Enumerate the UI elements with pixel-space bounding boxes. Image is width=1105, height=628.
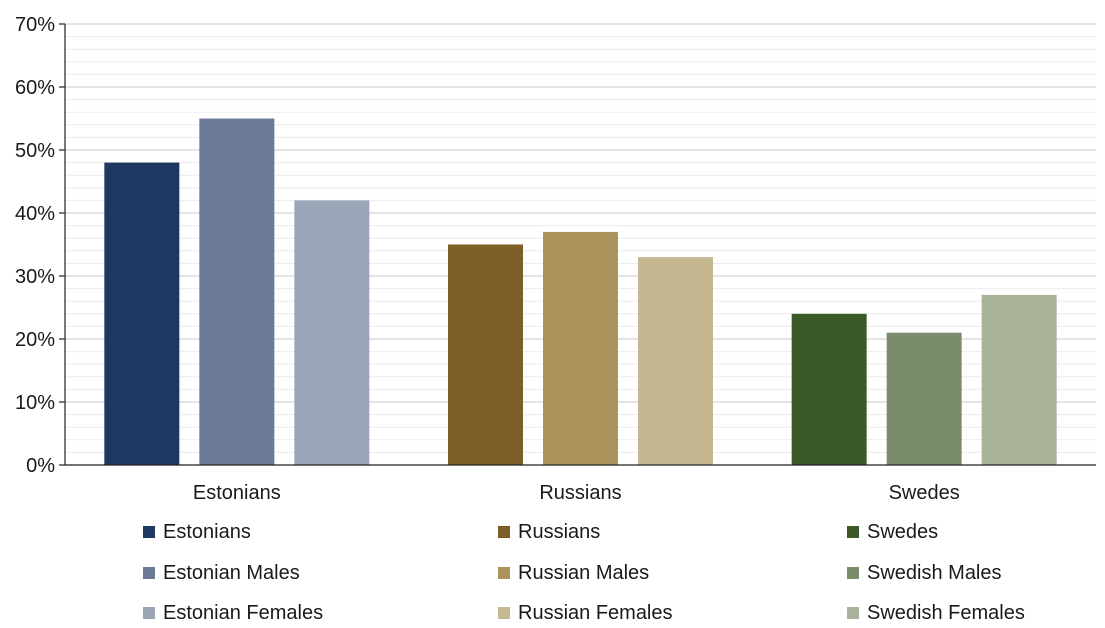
legend: Estonians Estonian Males Estonian Females R… — [143, 521, 1025, 624]
bar: Russian Males: 37% — [543, 231, 618, 465]
x-tick-label: Russians — [539, 482, 621, 504]
legend-swatch — [847, 607, 859, 619]
y-tick-label: 60% — [15, 77, 55, 99]
bar: Russian Females: 33% — [638, 257, 713, 465]
bar: Estonian Males: 55% — [199, 118, 275, 465]
legend-item: Russians — [498, 521, 600, 543]
legend-swatch — [143, 567, 155, 579]
legend-label: Russian Males — [518, 562, 649, 584]
legend-swatch — [847, 526, 859, 538]
legend-swatch — [847, 567, 859, 579]
legend-swatch — [498, 526, 510, 538]
legend-item: Estonian Females — [143, 602, 323, 624]
bar: Russians: 35% — [448, 244, 523, 465]
legend-label: Swedes — [867, 521, 938, 543]
legend-item: Russian Females — [498, 602, 673, 624]
legend-label: Estonian Females — [163, 602, 323, 624]
legend-swatch — [498, 567, 510, 579]
legend-label: Estonian Males — [163, 562, 300, 584]
x-tick-label: Swedes — [889, 482, 960, 504]
y-tick-label: 70% — [15, 14, 55, 36]
y-tick-label: 0% — [26, 455, 55, 477]
axes — [59, 23, 1096, 466]
legend-label: Estonians — [163, 521, 251, 543]
legend-item: Russian Males — [498, 562, 649, 584]
y-tick-label: 30% — [15, 266, 55, 288]
y-tick-label: 50% — [15, 140, 55, 162]
x-tick-label: Estonians — [193, 482, 281, 504]
legend-item: Swedish Females — [847, 602, 1025, 624]
legend-item: Estonian Males — [143, 562, 300, 584]
y-tick-labels: 0% 10% 20% 30% 40% 50% 60% 70% — [15, 14, 55, 477]
legend-swatch — [143, 607, 155, 619]
x-tick-labels: Estonians Russians Swedes — [193, 482, 960, 504]
y-tick-label: 20% — [15, 329, 55, 351]
legend-item: Estonians — [143, 521, 251, 543]
bar: Estonian Females: 42% — [294, 200, 370, 465]
bar: Estonians: 48% — [104, 162, 180, 465]
bars: Estonians: 48%Estonian Males: 55%Estonia… — [104, 118, 1057, 465]
bar: Swedish Males: 21% — [886, 332, 962, 465]
y-tick-label: 10% — [15, 392, 55, 414]
y-tick-label: 40% — [15, 203, 55, 225]
legend-swatch — [143, 526, 155, 538]
legend-label: Swedish Females — [867, 602, 1025, 624]
legend-item: Swedes — [847, 521, 938, 543]
bar: Swedes: 24% — [791, 313, 867, 465]
legend-swatch — [498, 607, 510, 619]
bar: Swedish Females: 27% — [981, 294, 1057, 465]
legend-label: Russian Females — [518, 602, 673, 624]
legend-label: Russians — [518, 521, 600, 543]
legend-label: Swedish Males — [867, 562, 1002, 584]
legend-item: Swedish Males — [847, 562, 1002, 584]
